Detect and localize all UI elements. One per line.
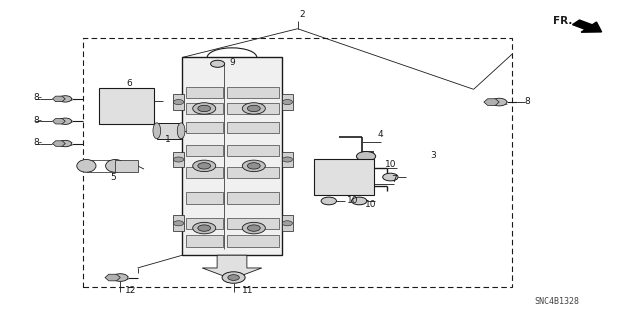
Bar	[99, 88, 154, 124]
Circle shape	[383, 173, 398, 181]
Circle shape	[282, 221, 292, 226]
Circle shape	[248, 163, 260, 169]
Circle shape	[351, 197, 367, 205]
Text: 10: 10	[385, 160, 397, 169]
Bar	[282, 94, 293, 110]
Text: 5: 5	[111, 173, 116, 182]
Text: 12: 12	[125, 286, 136, 295]
FancyArrow shape	[573, 20, 602, 32]
Ellipse shape	[106, 160, 125, 172]
Circle shape	[243, 103, 266, 114]
Text: 3: 3	[430, 151, 436, 160]
Text: 10: 10	[347, 196, 358, 204]
Circle shape	[198, 105, 211, 112]
Circle shape	[321, 197, 337, 205]
FancyArrow shape	[202, 255, 262, 279]
Bar	[227, 192, 278, 204]
Text: 8-: 8-	[33, 116, 42, 125]
Text: 4: 4	[378, 130, 383, 139]
Circle shape	[282, 100, 292, 105]
Bar	[227, 87, 278, 98]
Bar	[157, 123, 181, 139]
Circle shape	[248, 225, 260, 231]
Bar	[186, 218, 223, 229]
Circle shape	[222, 272, 245, 283]
Bar	[186, 167, 223, 178]
Text: 7: 7	[392, 175, 397, 184]
Bar	[186, 122, 223, 133]
Text: 8-: 8-	[33, 93, 42, 102]
Circle shape	[228, 275, 239, 280]
Circle shape	[193, 103, 216, 114]
Text: 6: 6	[126, 79, 132, 88]
Text: FR.: FR.	[554, 16, 573, 26]
Bar	[115, 160, 138, 172]
Bar	[83, 38, 512, 287]
Text: 11: 11	[242, 286, 253, 295]
Circle shape	[193, 160, 216, 172]
Text: 1: 1	[165, 135, 171, 144]
Text: 8: 8	[525, 97, 531, 106]
Circle shape	[198, 163, 211, 169]
Bar	[282, 152, 293, 167]
Circle shape	[173, 221, 184, 226]
Bar	[186, 87, 223, 98]
Bar	[227, 122, 278, 133]
Bar	[227, 235, 278, 247]
Text: 9: 9	[229, 58, 235, 67]
Ellipse shape	[77, 160, 96, 172]
Bar	[173, 94, 184, 110]
Bar	[186, 103, 223, 114]
Circle shape	[59, 96, 72, 102]
Text: 8-: 8-	[33, 138, 42, 147]
Bar	[282, 215, 293, 231]
Circle shape	[59, 140, 72, 147]
Bar	[227, 145, 278, 156]
Circle shape	[113, 274, 128, 281]
Circle shape	[243, 160, 266, 172]
Bar	[314, 160, 374, 195]
Text: 10: 10	[365, 200, 376, 209]
Bar	[227, 103, 278, 114]
Circle shape	[356, 152, 376, 161]
Circle shape	[243, 222, 266, 234]
Bar	[173, 215, 184, 231]
Circle shape	[59, 118, 72, 124]
Bar	[182, 57, 282, 255]
Bar	[186, 145, 223, 156]
Circle shape	[173, 157, 184, 162]
Circle shape	[211, 60, 225, 67]
Bar	[186, 192, 223, 204]
Circle shape	[248, 105, 260, 112]
Bar	[227, 218, 278, 229]
Bar	[227, 167, 278, 178]
Circle shape	[492, 98, 507, 106]
Text: 2: 2	[300, 11, 305, 19]
Ellipse shape	[153, 123, 161, 139]
Text: SNC4B1328: SNC4B1328	[534, 297, 579, 306]
Ellipse shape	[177, 123, 185, 139]
Circle shape	[193, 222, 216, 234]
Bar	[173, 152, 184, 167]
Circle shape	[173, 100, 184, 105]
Circle shape	[282, 157, 292, 162]
Bar	[186, 235, 223, 247]
Circle shape	[198, 225, 211, 231]
